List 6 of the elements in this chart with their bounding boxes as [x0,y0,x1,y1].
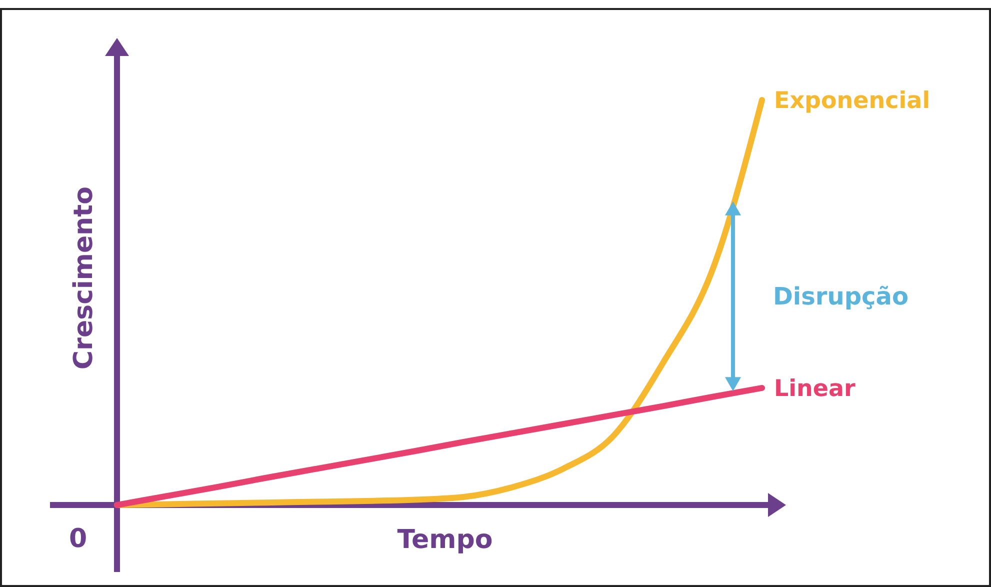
text: Disrupção [773,282,908,310]
y-axis-title: Crescimento [69,186,99,370]
text: 0 [68,524,88,554]
x-axis-title: Tempo [397,525,493,555]
series-label: Exponencial [774,88,930,114]
series-label: Linear [774,376,856,402]
